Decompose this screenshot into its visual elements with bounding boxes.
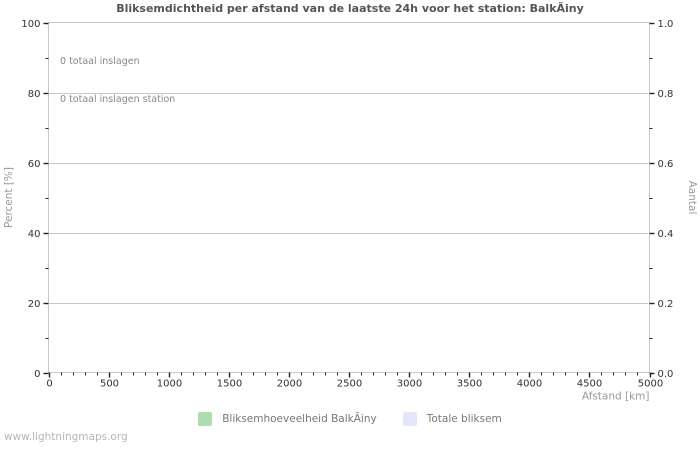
svg-text:0.4: 0.4 — [658, 229, 674, 240]
annotation-total-strikes-station: 0 totaal inslagen station — [60, 93, 176, 105]
legend-label-total-lightning: Totale bliksem — [426, 413, 502, 425]
svg-text:1500: 1500 — [217, 379, 242, 390]
svg-text:5000: 5000 — [638, 379, 663, 390]
svg-text:2500: 2500 — [337, 379, 362, 390]
svg-text:0.2: 0.2 — [658, 299, 674, 310]
svg-text:0.0: 0.0 — [658, 369, 674, 380]
svg-text:Afstand [km]: Afstand [km] — [582, 391, 650, 403]
svg-text:20: 20 — [28, 299, 41, 310]
svg-text:4500: 4500 — [577, 379, 602, 390]
svg-text:1000: 1000 — [157, 379, 182, 390]
svg-text:3500: 3500 — [457, 379, 482, 390]
svg-text:Percent [%]: Percent [%] — [3, 167, 15, 228]
svg-text:60: 60 — [28, 159, 41, 170]
legend-swatch-station-amount — [198, 412, 213, 426]
svg-text:100: 100 — [21, 19, 40, 30]
svg-text:1.0: 1.0 — [658, 19, 674, 30]
legend-item-station: Bliksemhoeveelheid BalkÃiny — [198, 412, 377, 426]
legend-swatch-total-lightning — [402, 412, 417, 426]
svg-text:4000: 4000 — [517, 379, 542, 390]
svg-text:0.6: 0.6 — [658, 159, 674, 170]
chart-title: Bliksemdichtheid per afstand van de laat… — [116, 2, 584, 15]
svg-text:3000: 3000 — [397, 379, 422, 390]
svg-text:0: 0 — [46, 379, 52, 390]
svg-text:Aantal: Aantal — [686, 181, 698, 215]
annotation-total-strikes: 0 totaal inslagen — [60, 56, 140, 67]
svg-text:500: 500 — [100, 379, 119, 390]
svg-text:40: 40 — [28, 229, 41, 240]
svg-text:0.8: 0.8 — [658, 89, 674, 100]
svg-text:2000: 2000 — [277, 379, 302, 390]
svg-text:80: 80 — [28, 89, 41, 100]
annotations: 0 totaal inslagen 0 totaal inslagen stat… — [60, 31, 175, 131]
svg-text:0: 0 — [34, 369, 40, 380]
watermark-url: www.lightningmaps.org — [4, 431, 128, 443]
legend: Bliksemhoeveelheid BalkÃiny Totale bliks… — [0, 412, 700, 426]
legend-item-total: Totale bliksem — [402, 412, 502, 426]
legend-label-station-amount: Bliksemhoeveelheid BalkÃiny — [222, 413, 377, 425]
